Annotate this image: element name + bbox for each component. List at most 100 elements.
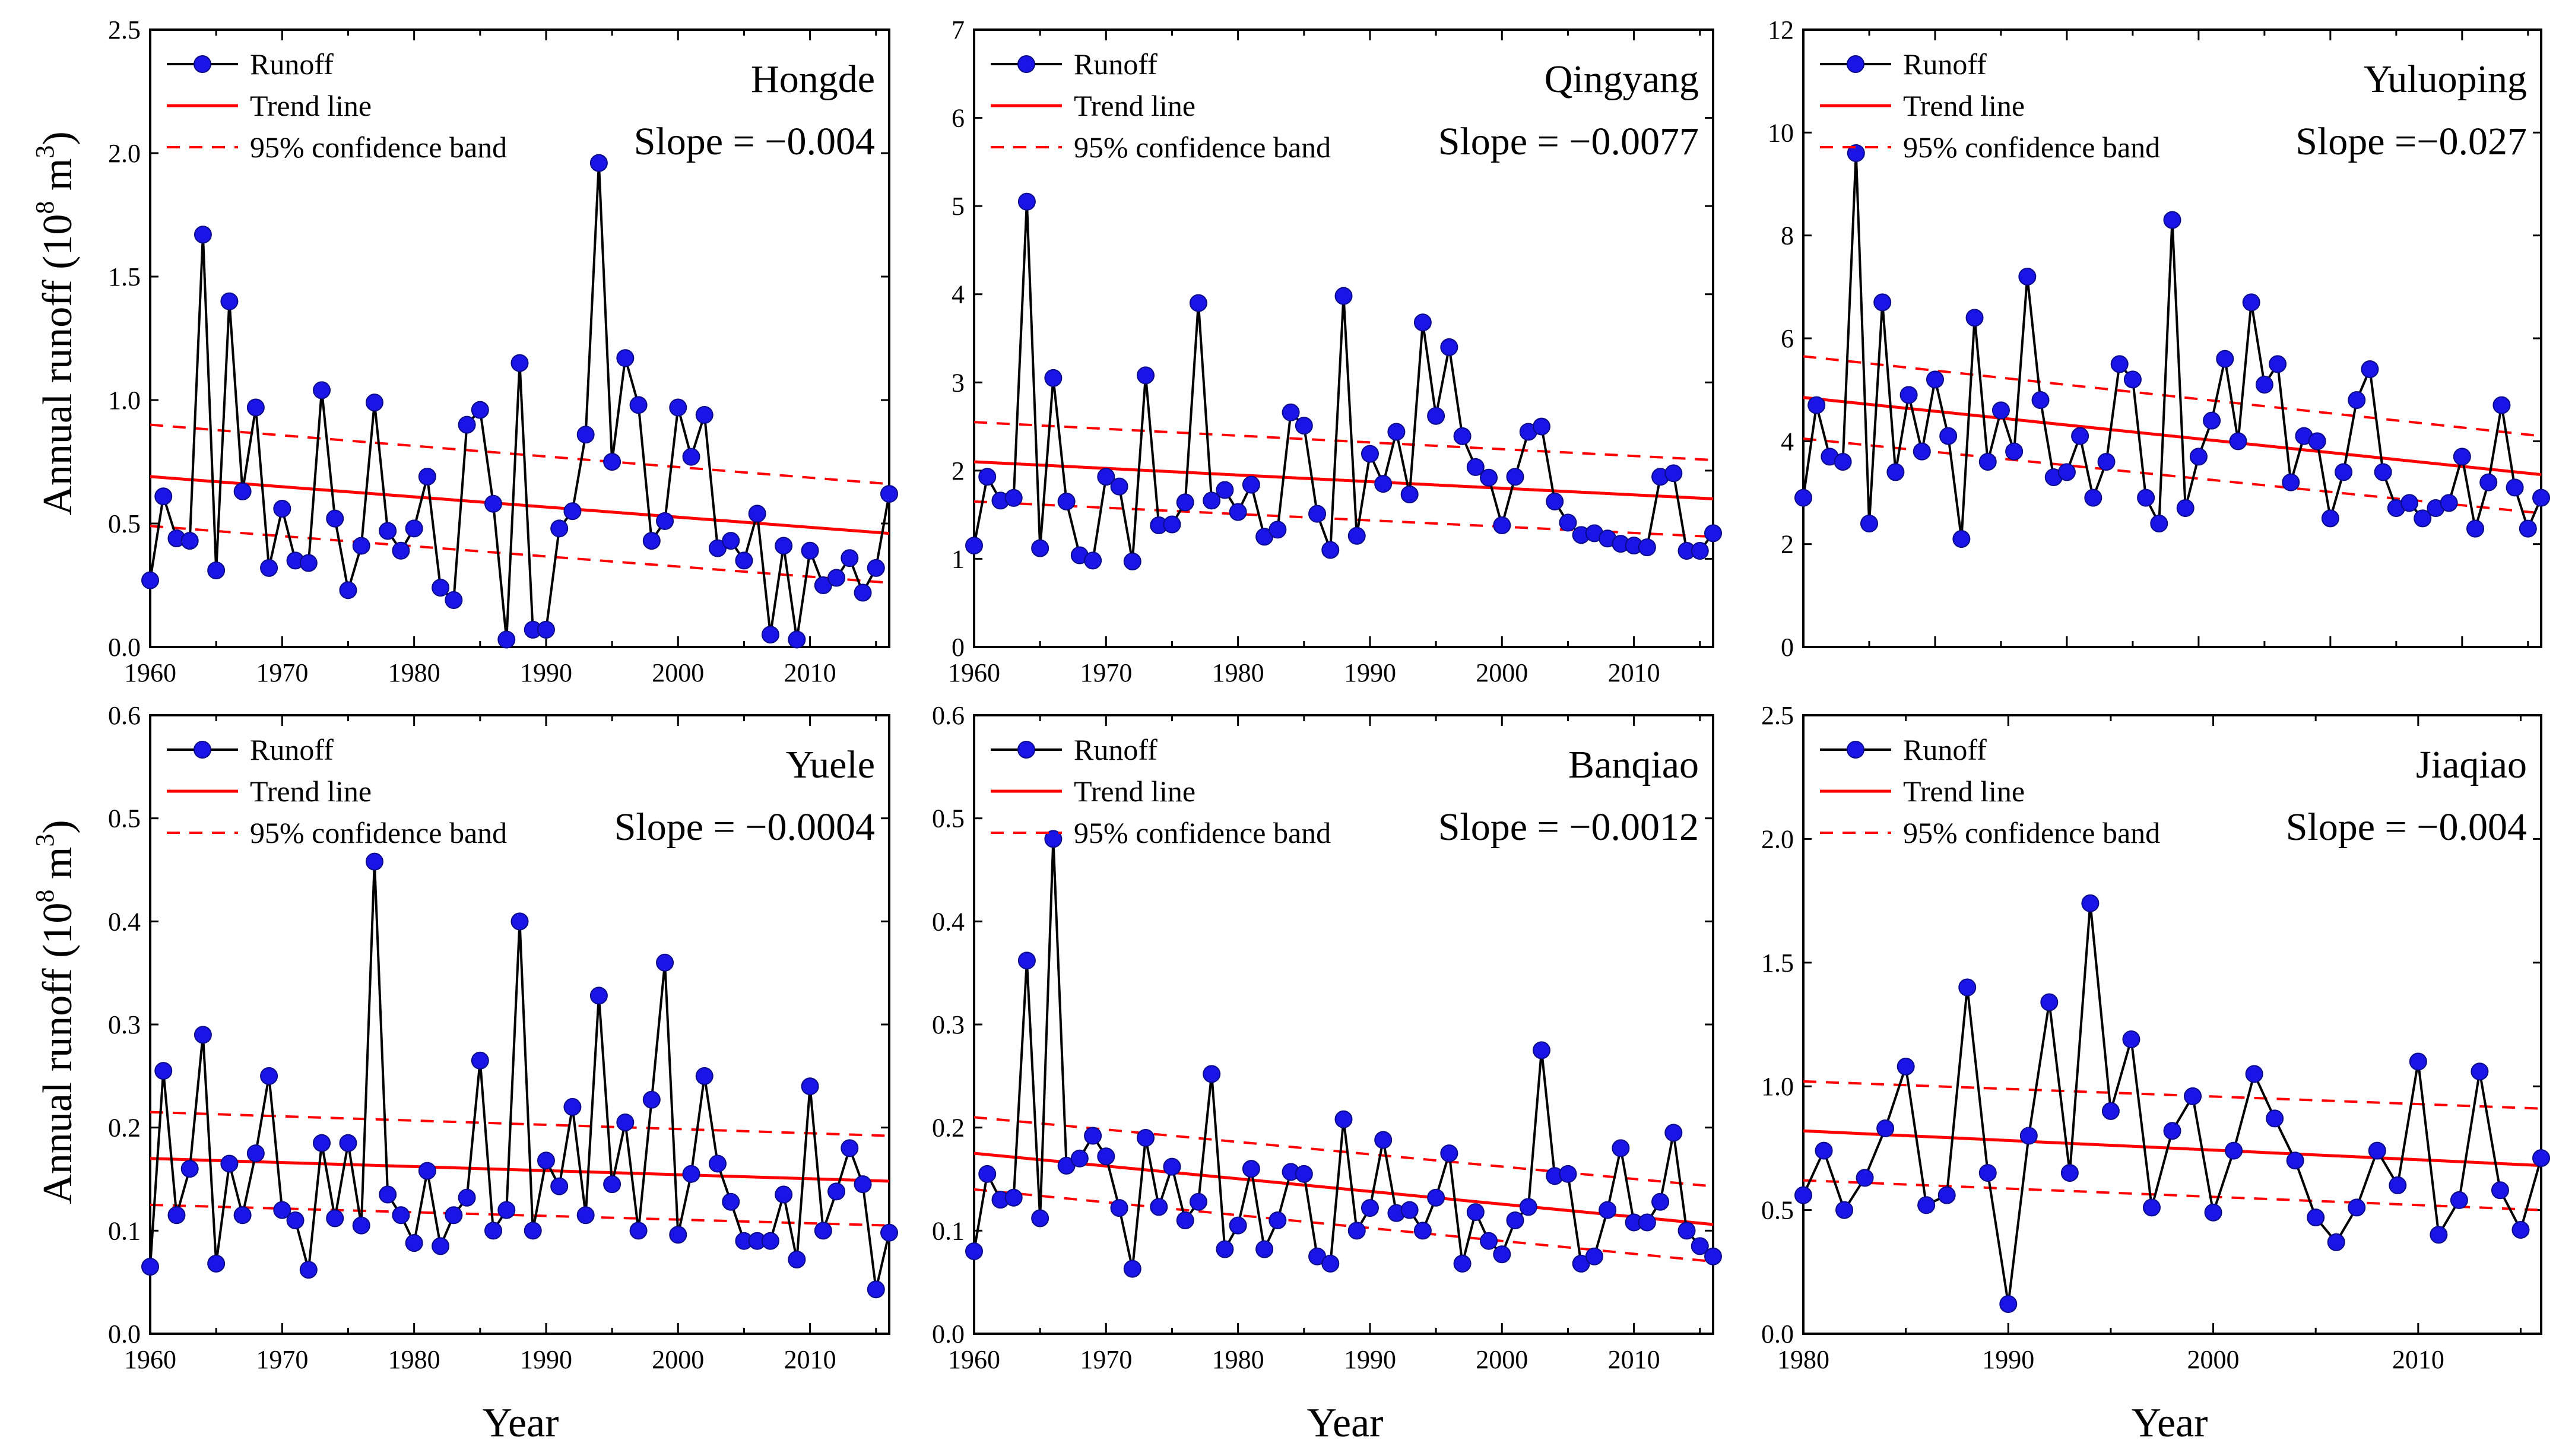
runoff-point [669,398,687,417]
x-tick-label: 1980 [1212,1345,1264,1374]
runoff-point [1427,407,1445,425]
x-axis-title-2: Year [1307,1400,1384,1446]
runoff-point [1834,453,1852,471]
runoff-point [207,562,226,580]
runoff-point [1958,978,1977,997]
runoff-point [1664,464,1683,483]
runoff-point [537,1152,555,1170]
y-tick-label: 4 [952,280,965,309]
runoff-point [286,1211,305,1229]
runoff-point [1176,1211,1194,1229]
y-tick-label: 1.0 [108,386,141,415]
y-tick-label: 1.5 [1761,949,1794,978]
runoff-point [2409,1052,2427,1071]
runoff-series-line [1802,902,2542,1305]
x-tick-label: 1960 [124,658,176,687]
legend-confidence-label: 95% confidence band [250,131,507,164]
runoff-point [978,468,997,486]
runoff-point [880,485,898,503]
legend-runoff-label: Runoff [1074,47,1158,81]
runoff-point [1361,1199,1379,1217]
runoff-point [273,500,291,518]
runoff-point [2335,463,2353,481]
runoff-point [2414,509,2432,528]
runoff-point [965,537,983,555]
runoff-point [2361,360,2379,378]
runoff-point [432,579,450,597]
y-tick-label: 0.1 [932,1216,965,1245]
station-name: Hongde [751,58,875,101]
runoff-point [1651,1192,1670,1211]
runoff-point [2122,1030,2140,1049]
runoff-point [1835,1201,1854,1219]
slope-label: Slope = −0.004 [2286,805,2527,849]
runoff-point [761,626,779,644]
runoff-point [1519,1198,1537,1216]
y-tick-label: 0.5 [1761,1196,1794,1225]
runoff-point [1978,453,1997,471]
runoff-point [365,852,383,871]
runoff-point [273,1201,291,1219]
confidence-band-lower [150,1203,890,1227]
runoff-point [445,591,463,609]
runoff-point [484,1222,503,1240]
legend-runoff-label: Runoff [1903,47,1987,81]
y-tick-label: 0 [1781,633,1794,662]
y-tick-label: 1 [952,544,965,573]
x-tick-label: 1990 [1982,1345,2034,1374]
runoff-point [1203,1065,1221,1083]
runoff-point [2142,1198,2161,1217]
runoff-point [1308,505,1327,523]
runoff-point [2506,478,2524,497]
runoff-point [2137,488,2155,507]
runoff-point [497,1201,516,1219]
runoff-point [1137,1129,1155,1147]
legend-runoff-marker [194,55,211,73]
runoff-point [1057,492,1076,510]
runoff-point [1031,539,1049,557]
station-name: Yuluoping [2364,58,2527,101]
legend-runoff-marker [1847,55,1864,73]
legend-confidence-label: 95% confidence band [1903,816,2160,849]
runoff-point [965,1242,983,1261]
runoff-point [1334,287,1353,305]
runoff-point [1163,1157,1181,1176]
x-tick-label: 1990 [1344,658,1396,687]
runoff-point [339,581,357,599]
runoff-point [1917,1196,1936,1214]
runoff-point [1150,1198,1168,1216]
legend-trend-label: Trend line [1903,775,2025,808]
runoff-point [2532,488,2550,507]
runoff-point [1939,427,1958,445]
runoff-point [563,1097,582,1116]
runoff-point [1638,1213,1656,1232]
y-tick-label: 2 [1781,530,1794,559]
runoff-point [445,1206,463,1225]
plot-frame [149,28,890,648]
confidence-band-upper [1803,355,2542,437]
runoff-point [1004,1188,1023,1207]
confidence-band-upper [1803,1080,2542,1110]
runoff-point [801,541,819,560]
legend-runoff-label: Runoff [1903,733,1987,766]
y-tick-label: 2.5 [1761,701,1794,730]
runoff-point [1203,491,1221,510]
runoff-point [1255,1240,1274,1258]
runoff-point [2225,1141,2243,1160]
legend-runoff-label: Runoff [250,733,334,766]
runoff-point [418,467,436,486]
runoff-series-line [1802,152,2542,540]
legend-trend-label: Trend line [1903,89,2025,122]
slope-label: Slope =−0.027 [2295,120,2527,163]
station-name: Qingyang [1545,58,1699,101]
runoff-point [722,1192,740,1211]
runoff-point [748,505,766,523]
runoff-point [379,522,397,540]
ylabel-main: Annual runoff (10 [35,214,81,516]
y-axis-title-top: Annual runoff (108 m3) [30,131,81,515]
runoff-point [246,398,265,417]
ylabel-main: Annual runoff (10 [35,903,81,1204]
station-name: Yuele [786,743,875,786]
runoff-point [1400,1201,1419,1219]
runoff-point [695,405,713,424]
